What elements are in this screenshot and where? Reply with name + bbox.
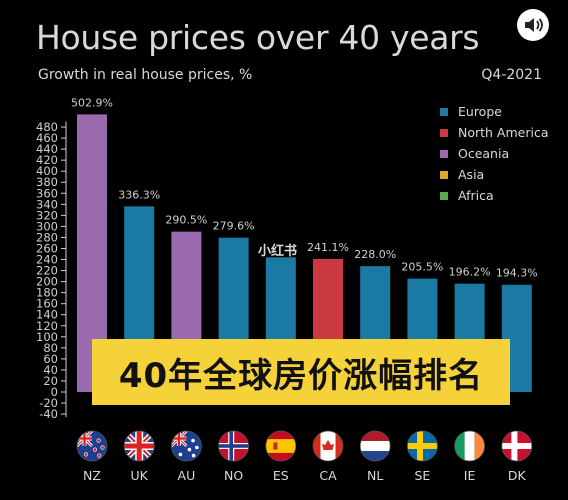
category-label: NO: [224, 468, 243, 483]
legend-swatch: [440, 107, 448, 116]
legend-label: North America: [458, 125, 549, 140]
chart-legend: Europe North America Oceania Asia Africa: [440, 101, 549, 206]
flag-ring: [454, 430, 486, 462]
legend-item: Africa: [440, 185, 549, 206]
y-tick-label: 300: [36, 219, 58, 233]
flag-ring: [265, 430, 297, 462]
legend-item: Europe: [440, 101, 549, 122]
flag-es-icon: [265, 431, 296, 461]
category-label: CA: [319, 468, 337, 483]
y-tick-label: 20: [43, 374, 58, 388]
y-tick-label: 260: [36, 241, 58, 255]
y-tick-label: 220: [36, 264, 58, 278]
legend-label: Oceania: [458, 146, 510, 161]
legend-label: Asia: [458, 167, 485, 182]
chart-title: House prices over 40 years: [36, 18, 480, 57]
y-tick-label: 140: [36, 308, 58, 322]
y-tick-label: 380: [36, 175, 58, 189]
flag-ring: [359, 430, 391, 462]
y-tick-label: 340: [36, 197, 58, 211]
y-tick-label: 440: [36, 142, 58, 156]
legend-swatch: [440, 128, 448, 137]
flag-no-icon: [218, 431, 249, 461]
legend-item: North America: [440, 122, 549, 143]
flag-ring: [312, 430, 344, 462]
category-label: NL: [367, 468, 383, 483]
speaker-sound-icon[interactable]: [516, 8, 550, 42]
legend-label: Europe: [458, 104, 502, 119]
flag-se-icon: [407, 431, 438, 461]
flag-ie-icon: [454, 431, 485, 461]
category-label: SE: [414, 468, 430, 483]
period-label: Q4-2021: [481, 67, 542, 83]
data-label: 228.0%: [354, 248, 396, 261]
data-label: 196.2%: [449, 266, 491, 279]
flag-ring: [170, 430, 202, 462]
category-label: ES: [273, 468, 289, 483]
data-label: 279.6%: [213, 220, 255, 233]
category-label: IE: [464, 468, 476, 483]
y-tick-label: 0: [51, 385, 58, 399]
y-tick-label: 180: [36, 286, 58, 300]
flag-nz-icon: [77, 431, 107, 461]
banner-overlay: 40年全球房价涨幅排名: [92, 339, 510, 405]
y-tick-label: -40: [39, 407, 58, 421]
y-tick-label: 60: [43, 352, 58, 366]
flag-ring: [123, 430, 155, 462]
chart-subtitle: Growth in real house prices, %: [38, 67, 253, 83]
data-label: 205.5%: [401, 261, 443, 274]
flag-dk-icon: [501, 431, 532, 461]
y-tick-label: 40: [43, 363, 58, 377]
data-label: 194.3%: [496, 267, 538, 280]
y-tick-label: 360: [36, 186, 58, 200]
legend-item: Oceania: [440, 143, 549, 164]
y-tick-label: 100: [36, 330, 58, 344]
y-tick-label: 120: [36, 319, 58, 333]
flag-ca-icon: [313, 431, 343, 461]
data-label: 502.9%: [71, 96, 113, 109]
watermark-text: 小红书: [258, 244, 298, 259]
legend-swatch: [440, 191, 448, 200]
y-tick-label: 420: [36, 153, 58, 167]
y-tick-label: 80: [43, 341, 58, 355]
flag-ring: [76, 430, 108, 462]
y-tick-label: 160: [36, 297, 58, 311]
legend-swatch: [440, 149, 448, 158]
flag-ring: [218, 430, 250, 462]
category-label: AU: [178, 468, 196, 483]
data-label: 336.3%: [118, 188, 160, 201]
flag-ring: [501, 430, 533, 462]
y-tick-label: 240: [36, 253, 58, 267]
legend-label: Africa: [458, 188, 494, 203]
flag-nl-icon: [360, 431, 391, 461]
data-label: 241.1%: [307, 241, 349, 254]
y-tick-label: 280: [36, 230, 58, 244]
y-tick-label: -20: [39, 396, 58, 410]
y-tick-label: 320: [36, 208, 58, 222]
y-tick-label: 400: [36, 164, 58, 178]
data-label: 290.5%: [165, 214, 207, 227]
y-tick-label: 480: [36, 120, 58, 134]
y-tick-label: 200: [36, 275, 58, 289]
legend-swatch: [440, 170, 448, 179]
flag-uk-icon: [124, 431, 155, 461]
y-tick-label: 460: [36, 131, 58, 145]
legend-item: Asia: [440, 164, 549, 185]
category-label: DK: [508, 468, 527, 483]
flag-ring: [406, 430, 438, 462]
category-label: UK: [131, 468, 149, 483]
category-label: NZ: [83, 468, 101, 483]
